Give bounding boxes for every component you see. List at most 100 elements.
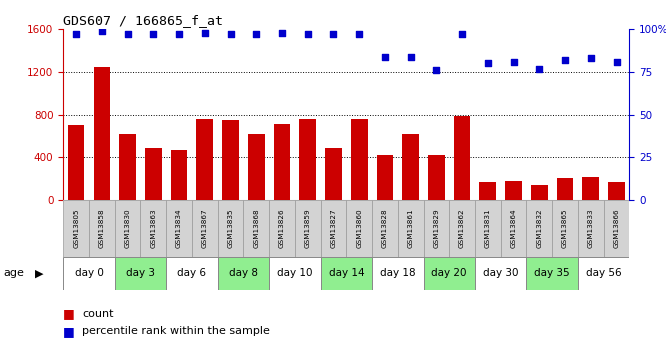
- Bar: [63, 257, 115, 290]
- Text: GSM13805: GSM13805: [73, 209, 79, 248]
- Point: [123, 32, 133, 37]
- Bar: [68, 125, 85, 200]
- Bar: [428, 155, 445, 200]
- Text: GSM13831: GSM13831: [485, 209, 491, 248]
- Text: GSM13829: GSM13829: [434, 209, 440, 248]
- Bar: [608, 182, 625, 200]
- Point: [328, 32, 339, 37]
- Point: [354, 32, 364, 37]
- Bar: [578, 257, 629, 290]
- Bar: [398, 200, 424, 257]
- Bar: [295, 200, 320, 257]
- Bar: [222, 120, 239, 200]
- Point: [585, 56, 596, 61]
- Text: GSM13826: GSM13826: [279, 209, 285, 248]
- Text: GSM13830: GSM13830: [125, 209, 131, 248]
- Text: percentile rank within the sample: percentile rank within the sample: [82, 326, 270, 336]
- Bar: [141, 200, 166, 257]
- Bar: [192, 200, 218, 257]
- Text: ■: ■: [63, 325, 75, 338]
- Text: GSM13862: GSM13862: [459, 209, 465, 248]
- Text: GSM13859: GSM13859: [305, 209, 311, 248]
- Text: day 14: day 14: [328, 268, 364, 278]
- Bar: [372, 200, 398, 257]
- Point: [148, 32, 159, 37]
- Bar: [475, 200, 501, 257]
- Bar: [274, 124, 290, 200]
- Bar: [243, 200, 269, 257]
- Point: [559, 57, 570, 63]
- Bar: [93, 67, 111, 200]
- Bar: [170, 150, 187, 200]
- Bar: [269, 257, 320, 290]
- Bar: [526, 257, 578, 290]
- Bar: [119, 134, 136, 200]
- Bar: [299, 119, 316, 200]
- Bar: [578, 200, 603, 257]
- Point: [508, 59, 519, 65]
- Text: GSM13868: GSM13868: [253, 209, 259, 248]
- Bar: [89, 200, 115, 257]
- Point: [97, 28, 107, 34]
- Bar: [218, 200, 243, 257]
- Point: [71, 32, 81, 37]
- Text: GSM13861: GSM13861: [408, 209, 414, 248]
- Bar: [320, 257, 372, 290]
- Bar: [450, 200, 475, 257]
- Bar: [531, 185, 547, 200]
- Point: [380, 54, 390, 59]
- Bar: [552, 200, 578, 257]
- Bar: [115, 257, 166, 290]
- Text: day 30: day 30: [483, 268, 518, 278]
- Text: day 6: day 6: [177, 268, 206, 278]
- Text: age: age: [3, 268, 24, 278]
- Bar: [145, 148, 162, 200]
- Bar: [196, 119, 213, 200]
- Text: GSM13828: GSM13828: [382, 209, 388, 248]
- Bar: [346, 200, 372, 257]
- Bar: [320, 200, 346, 257]
- Bar: [475, 257, 526, 290]
- Text: day 0: day 0: [75, 268, 103, 278]
- Bar: [218, 257, 269, 290]
- Bar: [402, 134, 419, 200]
- Text: ▶: ▶: [35, 268, 43, 278]
- Bar: [505, 181, 522, 200]
- Text: day 10: day 10: [277, 268, 312, 278]
- Bar: [325, 148, 342, 200]
- Bar: [480, 183, 496, 200]
- Bar: [454, 116, 470, 200]
- Bar: [582, 177, 599, 200]
- Bar: [603, 200, 629, 257]
- Bar: [166, 257, 218, 290]
- Bar: [63, 200, 89, 257]
- Point: [251, 32, 262, 37]
- Bar: [115, 200, 141, 257]
- Point: [174, 32, 184, 37]
- Text: GSM13865: GSM13865: [562, 209, 568, 248]
- Point: [406, 54, 416, 59]
- Point: [457, 32, 468, 37]
- Text: GSM13827: GSM13827: [330, 209, 336, 248]
- Bar: [166, 200, 192, 257]
- Text: GSM13833: GSM13833: [588, 209, 594, 248]
- Text: GSM13866: GSM13866: [613, 209, 619, 248]
- Text: day 18: day 18: [380, 268, 416, 278]
- Bar: [424, 200, 450, 257]
- Text: ■: ■: [63, 307, 75, 321]
- Point: [534, 66, 545, 71]
- Text: count: count: [82, 309, 113, 319]
- Text: day 8: day 8: [229, 268, 258, 278]
- Text: GDS607 / 166865_f_at: GDS607 / 166865_f_at: [63, 14, 223, 27]
- Bar: [557, 178, 573, 200]
- Text: day 56: day 56: [586, 268, 621, 278]
- Text: GSM13835: GSM13835: [228, 209, 234, 248]
- Text: day 20: day 20: [432, 268, 467, 278]
- Text: day 35: day 35: [534, 268, 570, 278]
- Bar: [501, 200, 526, 257]
- Text: GSM13832: GSM13832: [536, 209, 542, 248]
- Text: GSM13860: GSM13860: [356, 209, 362, 248]
- Bar: [351, 119, 368, 200]
- Text: day 3: day 3: [126, 268, 155, 278]
- Bar: [376, 155, 394, 200]
